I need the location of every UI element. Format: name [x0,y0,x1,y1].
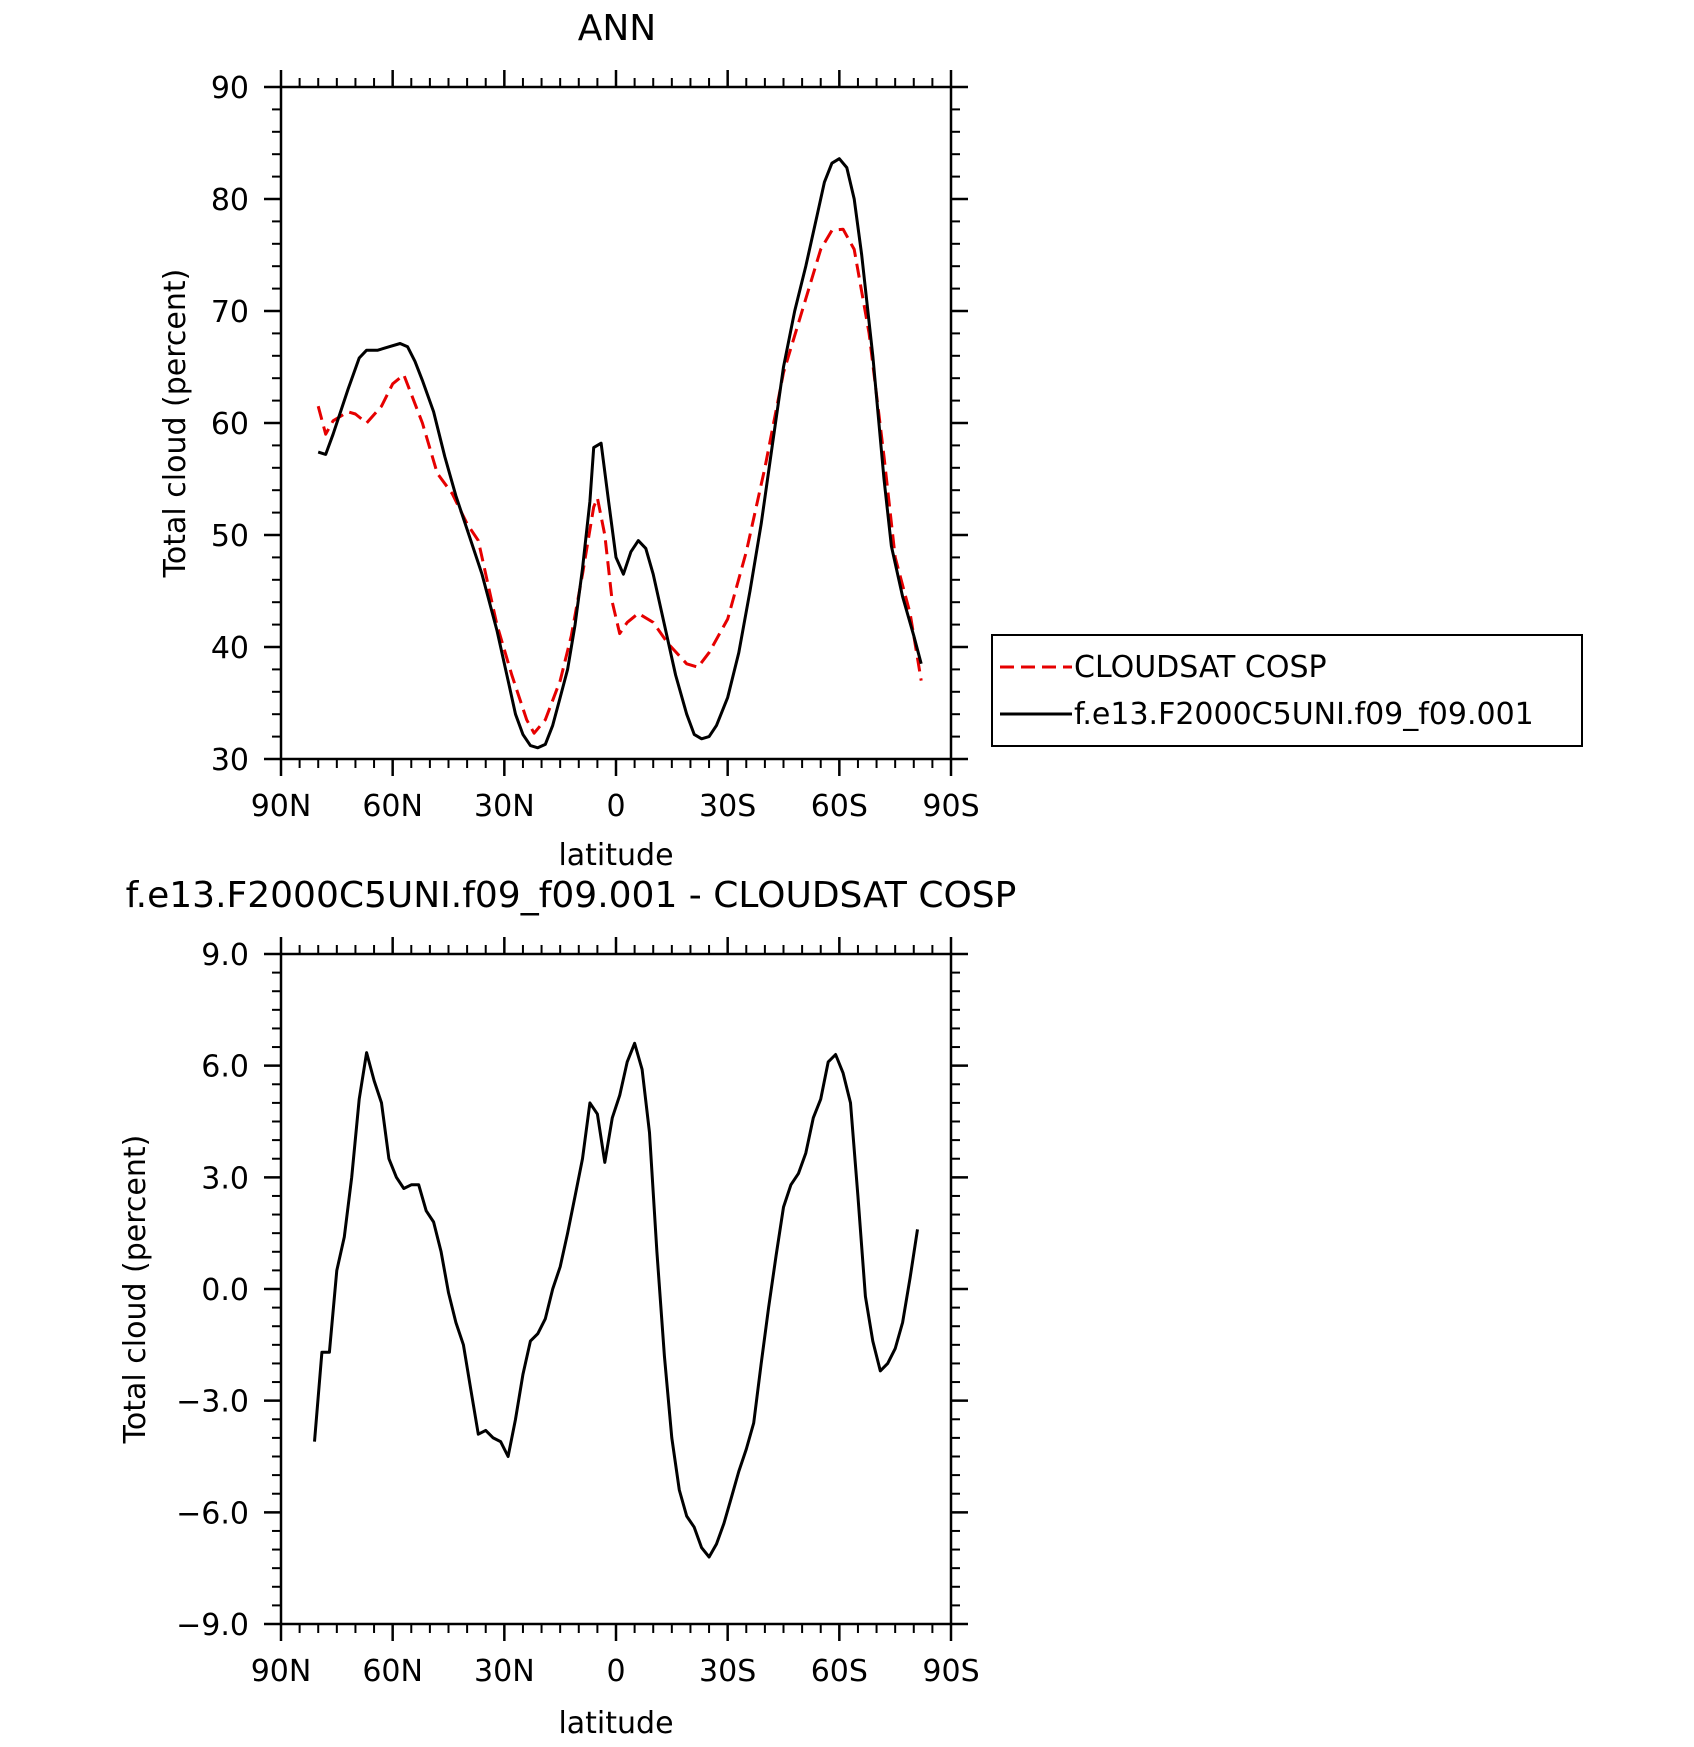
bottom-axis-ticks: 90N 60N 30N 0 30S 60S 90S −9.0 −6.0 −3.0 0.0 3.0 6.0… [176,937,980,1689]
x-tick-label: 90N [251,789,312,824]
bottom-panel: f.e13.F2000C5UNI.f09_f09.001 - CLOUDSAT … [118,875,1016,1741]
x-tick-label: 30N [474,1654,535,1689]
bottom-series-lines [313,1041,919,1559]
legend: CLOUDSAT COSP f.e13.F2000C5UNI.f09_f09.0… [991,634,1583,747]
x-tick-label: 90S [922,789,979,824]
bottom-series-line-0 [313,1041,919,1559]
y-tick-label: 70 [211,295,249,330]
y-tick-label: −3.0 [176,1385,249,1420]
x-tick-label: 30N [474,789,535,824]
top-y-axis-label: Total cloud (percent) [158,269,193,579]
top-series-lines [316,157,923,750]
legend-box [991,634,1583,747]
x-tick-label: 60N [362,1654,423,1689]
top-panel: ANN 90N 60N 30N 0 30S 60S 90S 30 40 50 60 70 80 90 la… [158,8,1583,873]
top-series-line-1 [317,157,923,750]
x-tick-label: 60S [811,789,868,824]
legend-label-cloudsat: CLOUDSAT COSP [1074,650,1327,685]
y-tick-label: 50 [211,519,249,554]
y-tick-label: −9.0 [176,1608,249,1643]
y-tick-label: 6.0 [201,1050,249,1085]
x-tick-label: 30S [699,1654,756,1689]
y-tick-label: 0.0 [201,1273,249,1308]
top-axis-ticks: 90N 60N 30N 0 30S 60S 90S 30 40 50 60 70 80 90 [211,70,980,824]
y-tick-label: −6.0 [176,1496,249,1531]
x-tick-label: 30S [699,789,756,824]
y-tick-label: 3.0 [201,1161,249,1196]
bottom-x-axis-label: latitude [558,1706,673,1741]
bottom-y-axis-label: Total cloud (percent) [118,1135,153,1445]
x-tick-label: 0 [606,789,625,824]
x-tick-label: 90N [251,1654,312,1689]
y-tick-label: 80 [211,183,249,218]
legend-label-model: f.e13.F2000C5UNI.f09_f09.001 [1074,697,1534,732]
y-tick-label: 30 [211,743,249,778]
y-tick-label: 40 [211,631,249,666]
x-tick-label: 0 [606,1654,625,1689]
bottom-panel-title: f.e13.F2000C5UNI.f09_f09.001 - CLOUDSAT … [126,875,1017,916]
y-tick-label: 90 [211,71,249,106]
x-tick-label: 60N [362,789,423,824]
bottom-plot-frame [279,952,953,1626]
top-series-line-0 [316,227,923,735]
x-tick-label: 60S [811,1654,868,1689]
y-tick-label: 9.0 [201,938,249,973]
top-x-axis-label: latitude [558,838,673,873]
top-panel-title: ANN [578,8,657,49]
x-tick-label: 90S [922,1654,979,1689]
y-tick-label: 60 [211,407,249,442]
